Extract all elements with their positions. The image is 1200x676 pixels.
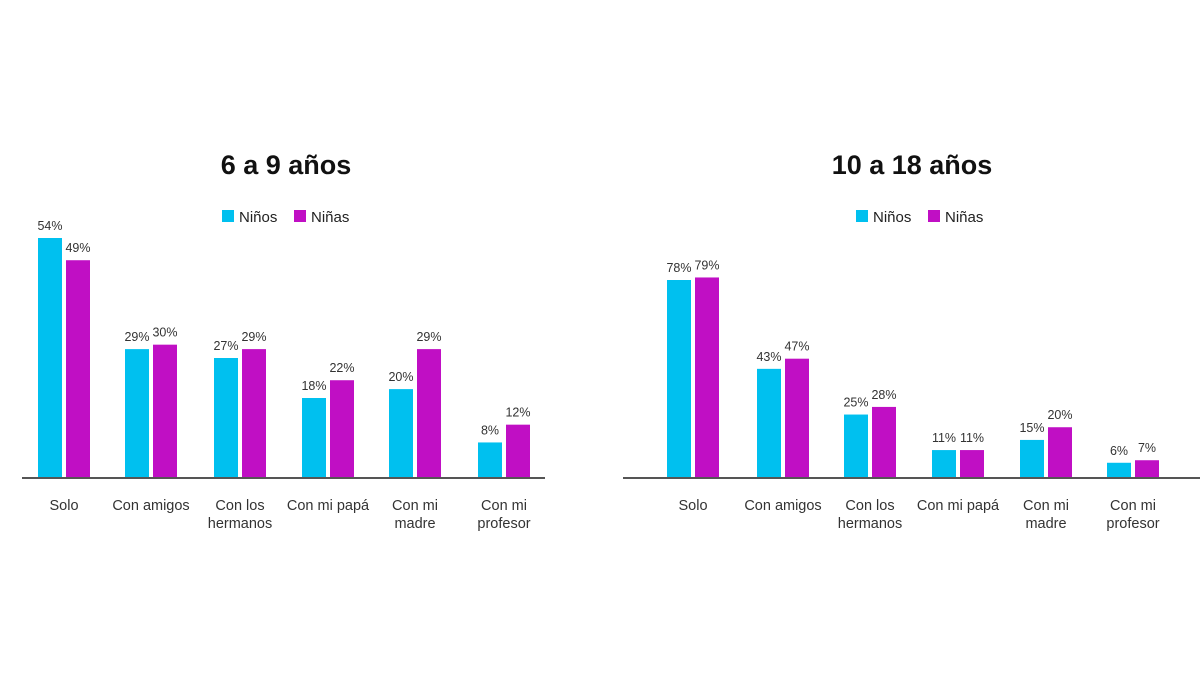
bar-ninas-1 [153, 344, 177, 478]
chart-title: 6 a 9 años [221, 150, 352, 180]
value-label-ninos-3: 11% [932, 431, 956, 445]
value-label-ninos-4: 15% [1019, 421, 1044, 435]
legend: Niños Niñas [222, 209, 349, 226]
bar-ninas-0 [66, 260, 90, 478]
category-label-5: Con mi profesor [477, 498, 530, 532]
bar-ninos-4 [389, 389, 413, 478]
legend-swatch-ninas [928, 210, 940, 222]
value-label-ninos-3: 18% [301, 379, 326, 393]
category-label-5: Con mi profesor [1106, 498, 1159, 532]
legend: Niños Niñas [856, 209, 983, 226]
category-label-1: Con amigos [744, 498, 821, 514]
legend-label-ninas: Niñas [945, 209, 983, 226]
value-label-ninas-0: 79% [694, 258, 719, 272]
value-label-ninos-1: 43% [756, 350, 781, 364]
value-label-ninas-5: 7% [1138, 441, 1156, 455]
value-label-ninas-0: 49% [65, 241, 90, 255]
category-label-4: Con mi madre [1023, 498, 1069, 532]
value-label-ninos-2: 25% [843, 396, 868, 410]
value-label-ninas-2: 29% [241, 330, 266, 344]
value-label-ninas-4: 29% [416, 330, 441, 344]
category-label-0: Solo [678, 498, 707, 514]
legend-swatch-ninas [294, 210, 306, 222]
bar-ninos-5 [1107, 462, 1131, 478]
value-label-ninos-0: 78% [666, 261, 691, 275]
chart-title: 10 a 18 años [832, 150, 993, 180]
value-label-ninos-5: 8% [481, 423, 499, 437]
bar-ninos-0 [667, 280, 691, 478]
bar-ninas-3 [330, 380, 354, 478]
category-label-2: Con los hermanos [838, 498, 902, 532]
bar-ninos-1 [125, 349, 149, 478]
value-label-ninas-3: 22% [329, 361, 354, 375]
bar-ninos-3 [932, 450, 956, 478]
bar-ninos-3 [302, 398, 326, 478]
category-label-3: Con mi papá [287, 498, 370, 514]
bar-chart-10-18: 10 a 18 años Niños Niñas 78% 79% Solo 43%47% Co… [623, 150, 1200, 532]
category-label-4: Con mi madre [392, 498, 438, 532]
value-label-ninas-1: 47% [784, 340, 809, 354]
bar-ninas-3 [960, 450, 984, 478]
bar-ninas-0 [695, 277, 719, 478]
bar-ninos-2 [214, 358, 238, 478]
bar-ninos-2 [844, 414, 868, 478]
legend-swatch-ninos [856, 210, 868, 222]
bar-ninas-2 [242, 349, 266, 478]
chart-panel-10-18: 10 a 18 años Niños Niñas 78% 79% Solo 43% 47% Co… [620, 0, 1200, 676]
bar-ninos-1 [757, 368, 781, 478]
value-label-ninas-3: 11% [960, 431, 984, 445]
value-label-ninas-2: 28% [871, 388, 896, 402]
value-label-ninas-4: 20% [1047, 408, 1072, 422]
legend-label-ninos: Niños [873, 209, 911, 226]
bar-ninas-4 [417, 349, 441, 478]
chart-panel-6-9: 6 a 9 años Niños Niñas 54% 49% Solo 29% 30% Con … [0, 0, 580, 676]
legend-label-ninos: Niños [239, 209, 277, 226]
value-label-ninas-1: 30% [152, 326, 177, 340]
value-label-ninos-4: 20% [388, 370, 413, 384]
category-label-3: Con mi papá [917, 498, 1000, 514]
category-label-2: Con los hermanos [208, 498, 272, 532]
bar-ninas-1 [785, 358, 809, 478]
legend-swatch-ninos [222, 210, 234, 222]
value-label-ninos-5: 6% [1110, 444, 1128, 458]
value-label-ninos-2: 27% [213, 339, 238, 353]
value-label-ninos-0: 54% [37, 219, 62, 233]
category-label-0: Solo [49, 498, 78, 514]
bar-ninas-4 [1048, 427, 1072, 478]
value-label-ninas-5: 12% [505, 406, 530, 420]
bar-ninos-0 [38, 238, 62, 478]
bar-ninos-4 [1020, 439, 1044, 478]
value-label-ninos-1: 29% [124, 330, 149, 344]
bar-ninas-2 [872, 406, 896, 478]
bar-ninas-5 [1135, 460, 1159, 478]
legend-label-ninas: Niñas [311, 209, 349, 226]
category-label-1: Con amigos [112, 498, 189, 514]
bar-ninos-5 [478, 442, 502, 478]
bar-ninas-5 [506, 424, 530, 478]
